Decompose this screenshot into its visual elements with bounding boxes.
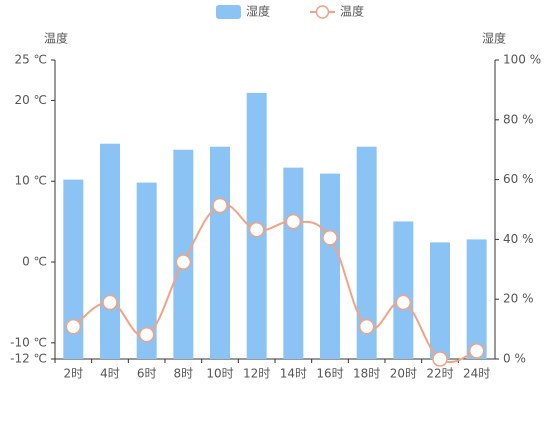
legend-swatch bbox=[216, 5, 241, 19]
point bbox=[432, 351, 448, 367]
point bbox=[248, 221, 265, 238]
y2-axis-title: 湿度 bbox=[482, 31, 506, 46]
x-tick-label: 22时 bbox=[426, 367, 453, 381]
line bbox=[72, 203, 478, 364]
point bbox=[285, 213, 302, 230]
point bbox=[322, 230, 338, 246]
legend-label: 湿度 bbox=[246, 4, 270, 19]
bar bbox=[430, 242, 450, 359]
x-tick-label: 2时 bbox=[64, 367, 84, 381]
legend-swatch bbox=[315, 5, 330, 19]
x-tick-label: 10时 bbox=[206, 367, 233, 381]
bar bbox=[320, 173, 340, 359]
y-tick-label: 20 ℃ bbox=[14, 93, 47, 107]
bar bbox=[356, 146, 377, 359]
point bbox=[175, 254, 192, 270]
bar bbox=[466, 239, 487, 359]
y2-tick-label: 0 % bbox=[503, 352, 526, 366]
x-tick-label: 14时 bbox=[280, 367, 307, 381]
y2-tick-label: 80 % bbox=[503, 112, 534, 126]
point bbox=[395, 294, 412, 311]
bar bbox=[283, 167, 304, 359]
x-tick-label: 12时 bbox=[243, 367, 270, 381]
x-tick-label: 6时 bbox=[137, 367, 157, 381]
y-axis-title: 温度 bbox=[44, 31, 68, 46]
y-tick-label: -10 ℃ bbox=[10, 335, 47, 349]
point bbox=[102, 294, 118, 311]
bar bbox=[63, 179, 84, 359]
x-tick-label: 20时 bbox=[390, 367, 417, 381]
y2-tick-label: 100 % bbox=[503, 53, 541, 67]
bar bbox=[210, 146, 230, 359]
x-tick-label: 16时 bbox=[316, 367, 343, 381]
y-tick-label: -12 ℃ bbox=[10, 352, 47, 366]
x-tick-label: 24时 bbox=[463, 367, 490, 381]
y2-tick-label: 60 % bbox=[503, 172, 534, 186]
point bbox=[138, 327, 155, 343]
x-tick-label: 4时 bbox=[100, 367, 120, 381]
y2-tick-label: 20 % bbox=[503, 292, 534, 306]
point bbox=[358, 318, 375, 335]
y2-tick-label: 40 % bbox=[503, 232, 534, 246]
y-tick-label: 0 ℃ bbox=[22, 255, 47, 269]
bar bbox=[100, 143, 120, 359]
point bbox=[212, 197, 228, 214]
y-tick-label: 25 ℃ bbox=[14, 53, 47, 67]
legend-label: 温度 bbox=[340, 4, 364, 19]
bar bbox=[136, 182, 157, 359]
x-tick-label: 18时 bbox=[353, 367, 380, 381]
y-tick-label: 10 ℃ bbox=[14, 174, 47, 188]
x-tick-label: 8时 bbox=[174, 367, 194, 381]
point bbox=[468, 343, 485, 359]
bar bbox=[393, 221, 414, 359]
point bbox=[65, 318, 82, 335]
